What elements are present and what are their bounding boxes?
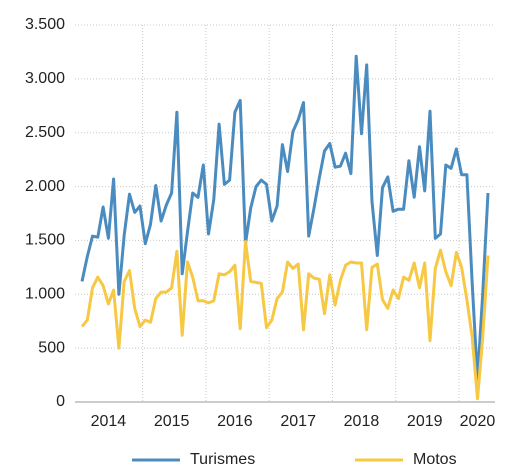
y-tick-label: 3.500: [25, 16, 65, 33]
y-tick-label: 500: [38, 339, 65, 356]
y-tick-label: 2.500: [25, 124, 65, 141]
x-tick-label: 2014: [91, 413, 127, 430]
x-tick-label: 2019: [407, 413, 443, 430]
legend-label: Motos: [413, 451, 457, 468]
x-tick-label: 2016: [217, 413, 253, 430]
series-line: [80, 54, 490, 381]
x-tick-label: 2017: [280, 413, 316, 430]
series-line: [80, 240, 490, 401]
y-tick-label: 0: [56, 393, 65, 410]
legend-label: Turismes: [190, 451, 255, 468]
x-tick-label: 2018: [344, 413, 380, 430]
x-tick-label: 2015: [154, 413, 190, 430]
x-tick-label: 2020: [460, 413, 496, 430]
y-tick-label: 2.000: [25, 178, 65, 195]
y-tick-label: 1.000: [25, 286, 65, 303]
y-tick-label: 3.000: [25, 70, 65, 87]
y-tick-label: 1.500: [25, 232, 65, 249]
